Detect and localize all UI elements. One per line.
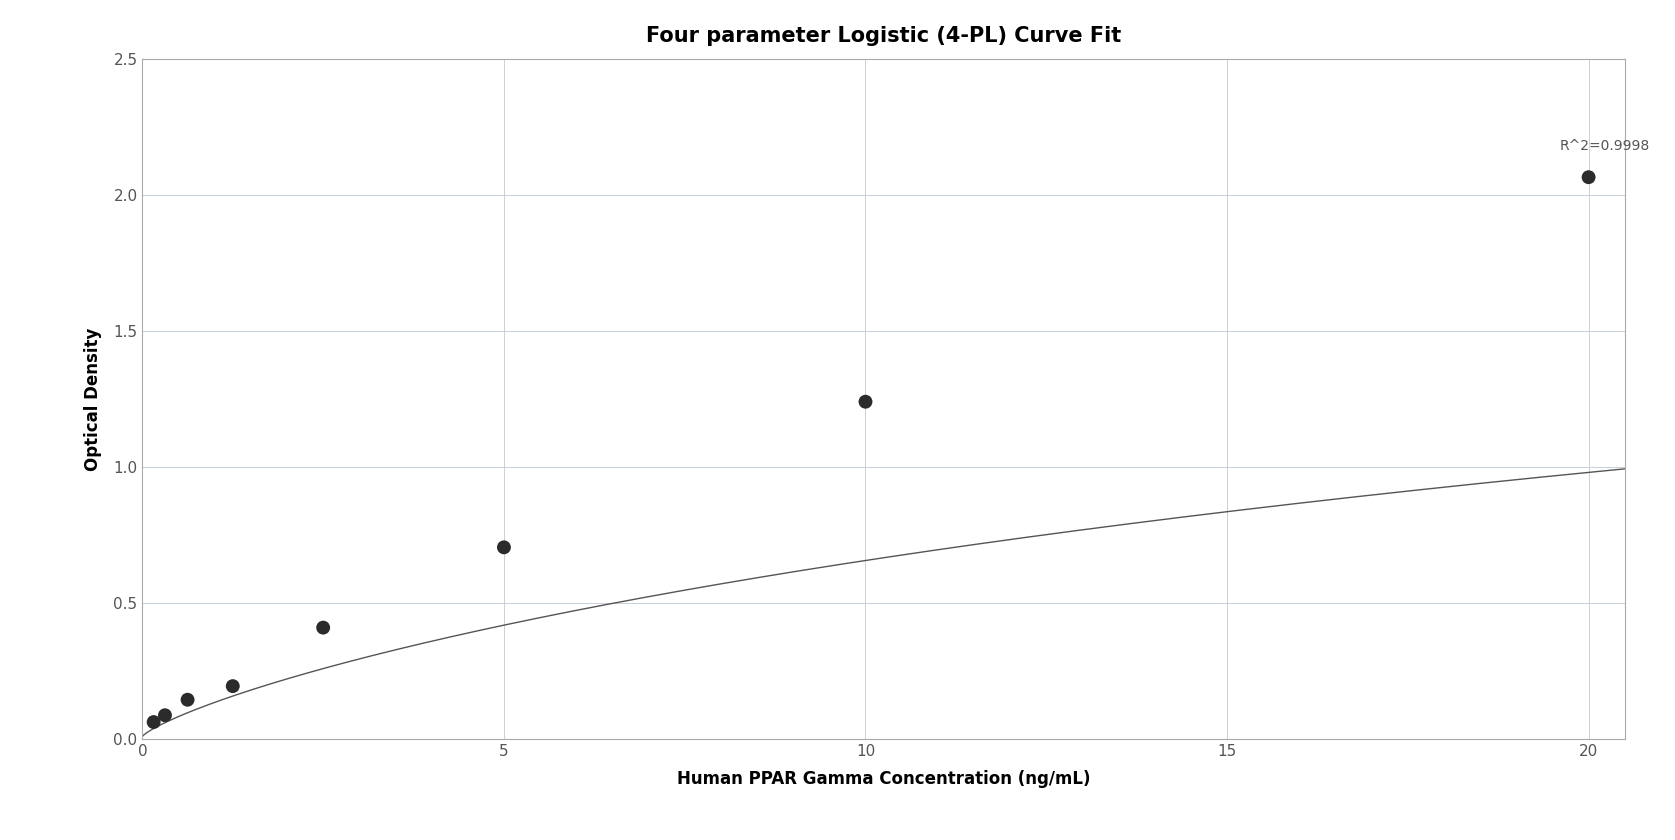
Point xyxy=(219,680,246,693)
Point xyxy=(151,708,178,722)
Point xyxy=(853,395,879,408)
Title: Four parameter Logistic (4-PL) Curve Fit: Four parameter Logistic (4-PL) Curve Fit xyxy=(647,26,1121,46)
Y-axis label: Optical Density: Optical Density xyxy=(84,328,102,470)
X-axis label: Human PPAR Gamma Concentration (ng/mL): Human PPAR Gamma Concentration (ng/mL) xyxy=(677,770,1090,788)
Point xyxy=(141,716,168,729)
Point xyxy=(1574,171,1601,184)
Point xyxy=(310,621,337,634)
Point xyxy=(174,693,201,706)
Text: R^2=0.9998: R^2=0.9998 xyxy=(1559,139,1650,153)
Point xyxy=(491,541,518,554)
